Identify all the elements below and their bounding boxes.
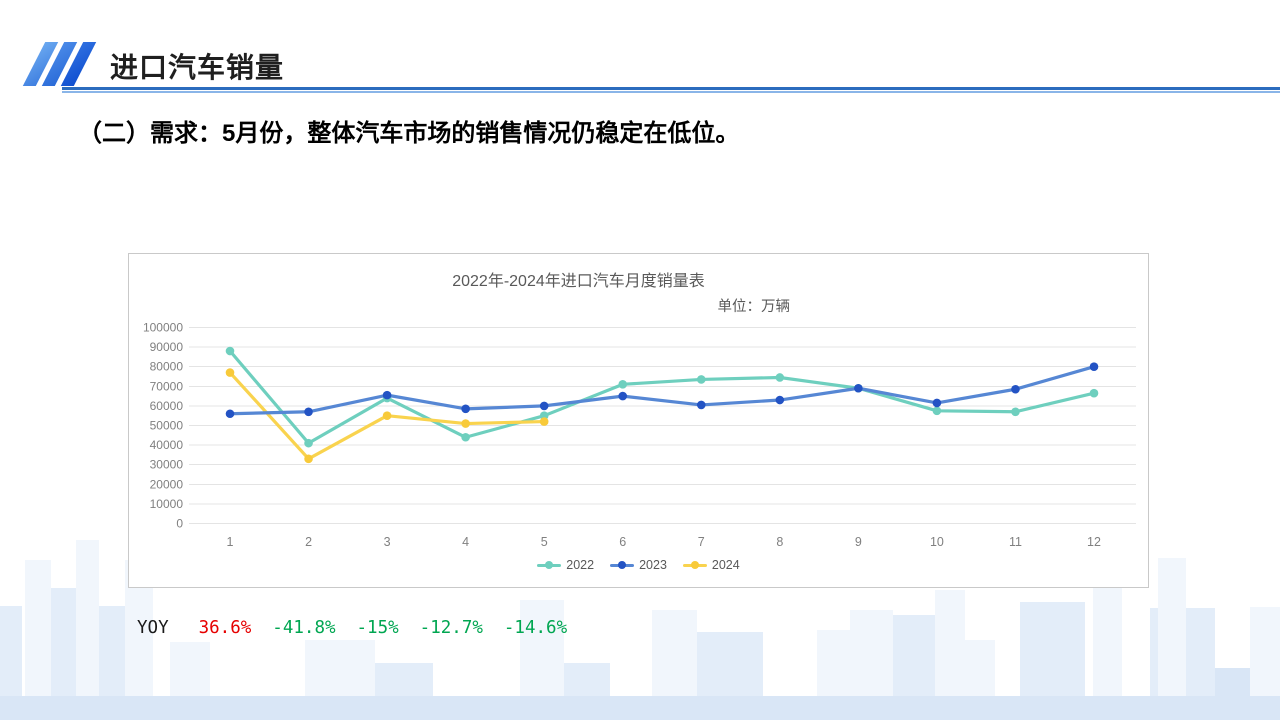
legend-swatch-icon <box>537 561 562 570</box>
x-axis-tick-label: 2 <box>305 535 312 549</box>
data-point-2022 <box>461 432 470 442</box>
y-axis-tick-label: 10000 <box>150 497 184 511</box>
chart-legend: 2022 2023 2024 <box>129 558 1148 572</box>
data-point-2022 <box>304 438 313 448</box>
yoy-value: -14.6% <box>503 618 568 638</box>
data-point-2024 <box>461 419 470 428</box>
yoy-value: 36.6% <box>198 618 252 638</box>
x-axis-tick-label: 10 <box>930 535 944 549</box>
y-axis-tick-label: 30000 <box>150 458 184 472</box>
header-divider <box>62 87 1280 90</box>
yoy-value: -15% <box>356 618 399 638</box>
x-axis-tick-label: 12 <box>1087 535 1101 549</box>
data-point-2023 <box>696 400 706 410</box>
data-point-2024 <box>539 417 549 426</box>
legend-item-2023: 2023 <box>610 558 667 572</box>
legend-label: 2023 <box>639 558 667 572</box>
chart-unit-label: 单位：万辆 <box>717 299 791 315</box>
yoy-value: -41.8% <box>272 618 336 638</box>
skyline-block <box>0 606 22 720</box>
data-point-2022 <box>775 373 785 382</box>
slide-subtitle: （二）需求：5月份，整体汽车市场的销售情况仍稳定在低位。 <box>78 120 740 147</box>
x-axis-tick-label: 8 <box>776 535 783 549</box>
y-axis-tick-label: 50000 <box>150 419 184 433</box>
page-title: 进口汽车销量 <box>110 52 285 83</box>
series-line-2022 <box>228 349 1096 445</box>
legend-item-2024: 2024 <box>682 558 740 572</box>
y-axis-tick-label: 80000 <box>150 360 184 374</box>
skyline-block <box>25 560 51 720</box>
legend-item-2022: 2022 <box>537 558 594 572</box>
y-axis-tick-label: 20000 <box>150 477 184 491</box>
legend-label: 2022 <box>566 558 595 572</box>
x-axis-tick-label: 4 <box>462 535 469 549</box>
x-axis-tick-label: 9 <box>855 535 862 549</box>
data-point-2024 <box>225 368 235 377</box>
legend-label: 2024 <box>711 558 740 572</box>
data-point-2023 <box>382 390 392 400</box>
x-axis-tick-label: 6 <box>619 535 626 549</box>
x-axis-tick-label: 5 <box>541 535 548 549</box>
data-point-2023 <box>854 383 863 393</box>
header-divider-light <box>62 91 1280 93</box>
data-point-2023 <box>932 398 942 408</box>
logo-stripes-icon <box>22 42 108 86</box>
yoy-values: 36.6% -41.8% -15% -12.7% -14.6% <box>199 618 568 638</box>
data-point-2022 <box>696 375 706 384</box>
x-axis-tick-label: 3 <box>384 535 391 549</box>
data-point-2022 <box>539 411 549 420</box>
data-point-2024 <box>382 411 392 420</box>
y-axis-tick-label: 90000 <box>150 340 184 354</box>
skyline-block <box>76 540 99 720</box>
y-axis-tick-label: 40000 <box>150 438 184 452</box>
data-point-2023 <box>618 391 628 401</box>
data-point-2023 <box>225 409 235 419</box>
data-point-2022 <box>932 406 942 416</box>
legend-swatch-icon <box>682 561 707 570</box>
x-axis-tick-label: 11 <box>1009 535 1022 549</box>
y-axis-tick-label: 70000 <box>150 379 184 393</box>
yoy-label: YOY <box>137 618 169 638</box>
data-point-2022 <box>225 346 235 356</box>
y-axis-tick-label: 0 <box>176 517 183 531</box>
data-point-2023 <box>461 404 470 414</box>
line-chart: 0 10000 20000 30000 40000 50000 60000 70000 8000… <box>143 321 1136 549</box>
y-axis-tick-label: 100000 <box>143 321 183 335</box>
chart-panel: 2022年-2024年进口汽车月度销量表 单位：万辆 0 10000 20000 30… <box>128 253 1149 588</box>
y-axis-tick-label: 60000 <box>150 399 184 413</box>
data-point-2023 <box>775 395 785 405</box>
skyline-block <box>1158 558 1186 720</box>
series-line-2023 <box>228 365 1096 416</box>
data-point-2024 <box>304 454 313 464</box>
data-point-2022 <box>1089 388 1099 398</box>
data-point-2023 <box>1089 362 1099 371</box>
data-point-2022 <box>618 380 628 389</box>
data-point-2023 <box>539 401 549 411</box>
legend-swatch-icon <box>610 561 635 570</box>
yoy-row: YOY 36.6% -41.8% -15% -12.7% -14.6% <box>137 618 567 638</box>
chart-title: 2022年-2024年进口汽车月度销量表 <box>452 273 705 290</box>
skyline-block <box>0 696 1280 720</box>
data-point-2023 <box>304 407 313 417</box>
data-point-2022 <box>1011 407 1020 417</box>
x-axis-tick-label: 7 <box>698 535 705 549</box>
data-point-2023 <box>1011 384 1020 394</box>
yoy-value: -12.7% <box>419 618 483 638</box>
x-axis-tick-label: 1 <box>227 535 234 549</box>
